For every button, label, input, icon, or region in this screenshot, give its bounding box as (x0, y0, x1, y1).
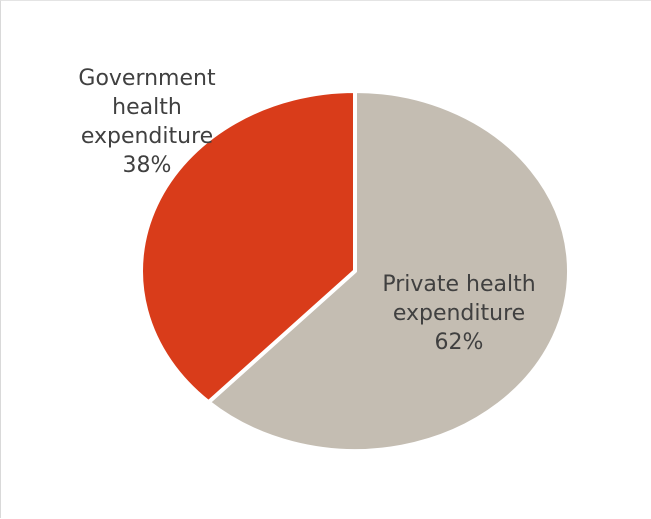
slice-label-line: Government (78, 66, 216, 91)
pie-slice-1 (139, 89, 357, 405)
pie-slices (139, 89, 571, 453)
pie-slice-0 (206, 89, 571, 453)
slice-label-line: 38% (123, 153, 172, 178)
slice-label-line: expenditure (393, 301, 525, 326)
slice-label-0: Private health expenditure 62% (382, 272, 535, 355)
pie-labels: Private health expenditure 62% Government he… (78, 66, 535, 355)
slice-label-line: 62% (435, 330, 484, 355)
slice-label-line: Private health (382, 272, 535, 297)
slice-label-line: health (112, 95, 182, 120)
slice-label-1: Government health expenditure 38% (78, 66, 216, 178)
slice-label-line: expenditure (81, 124, 213, 149)
